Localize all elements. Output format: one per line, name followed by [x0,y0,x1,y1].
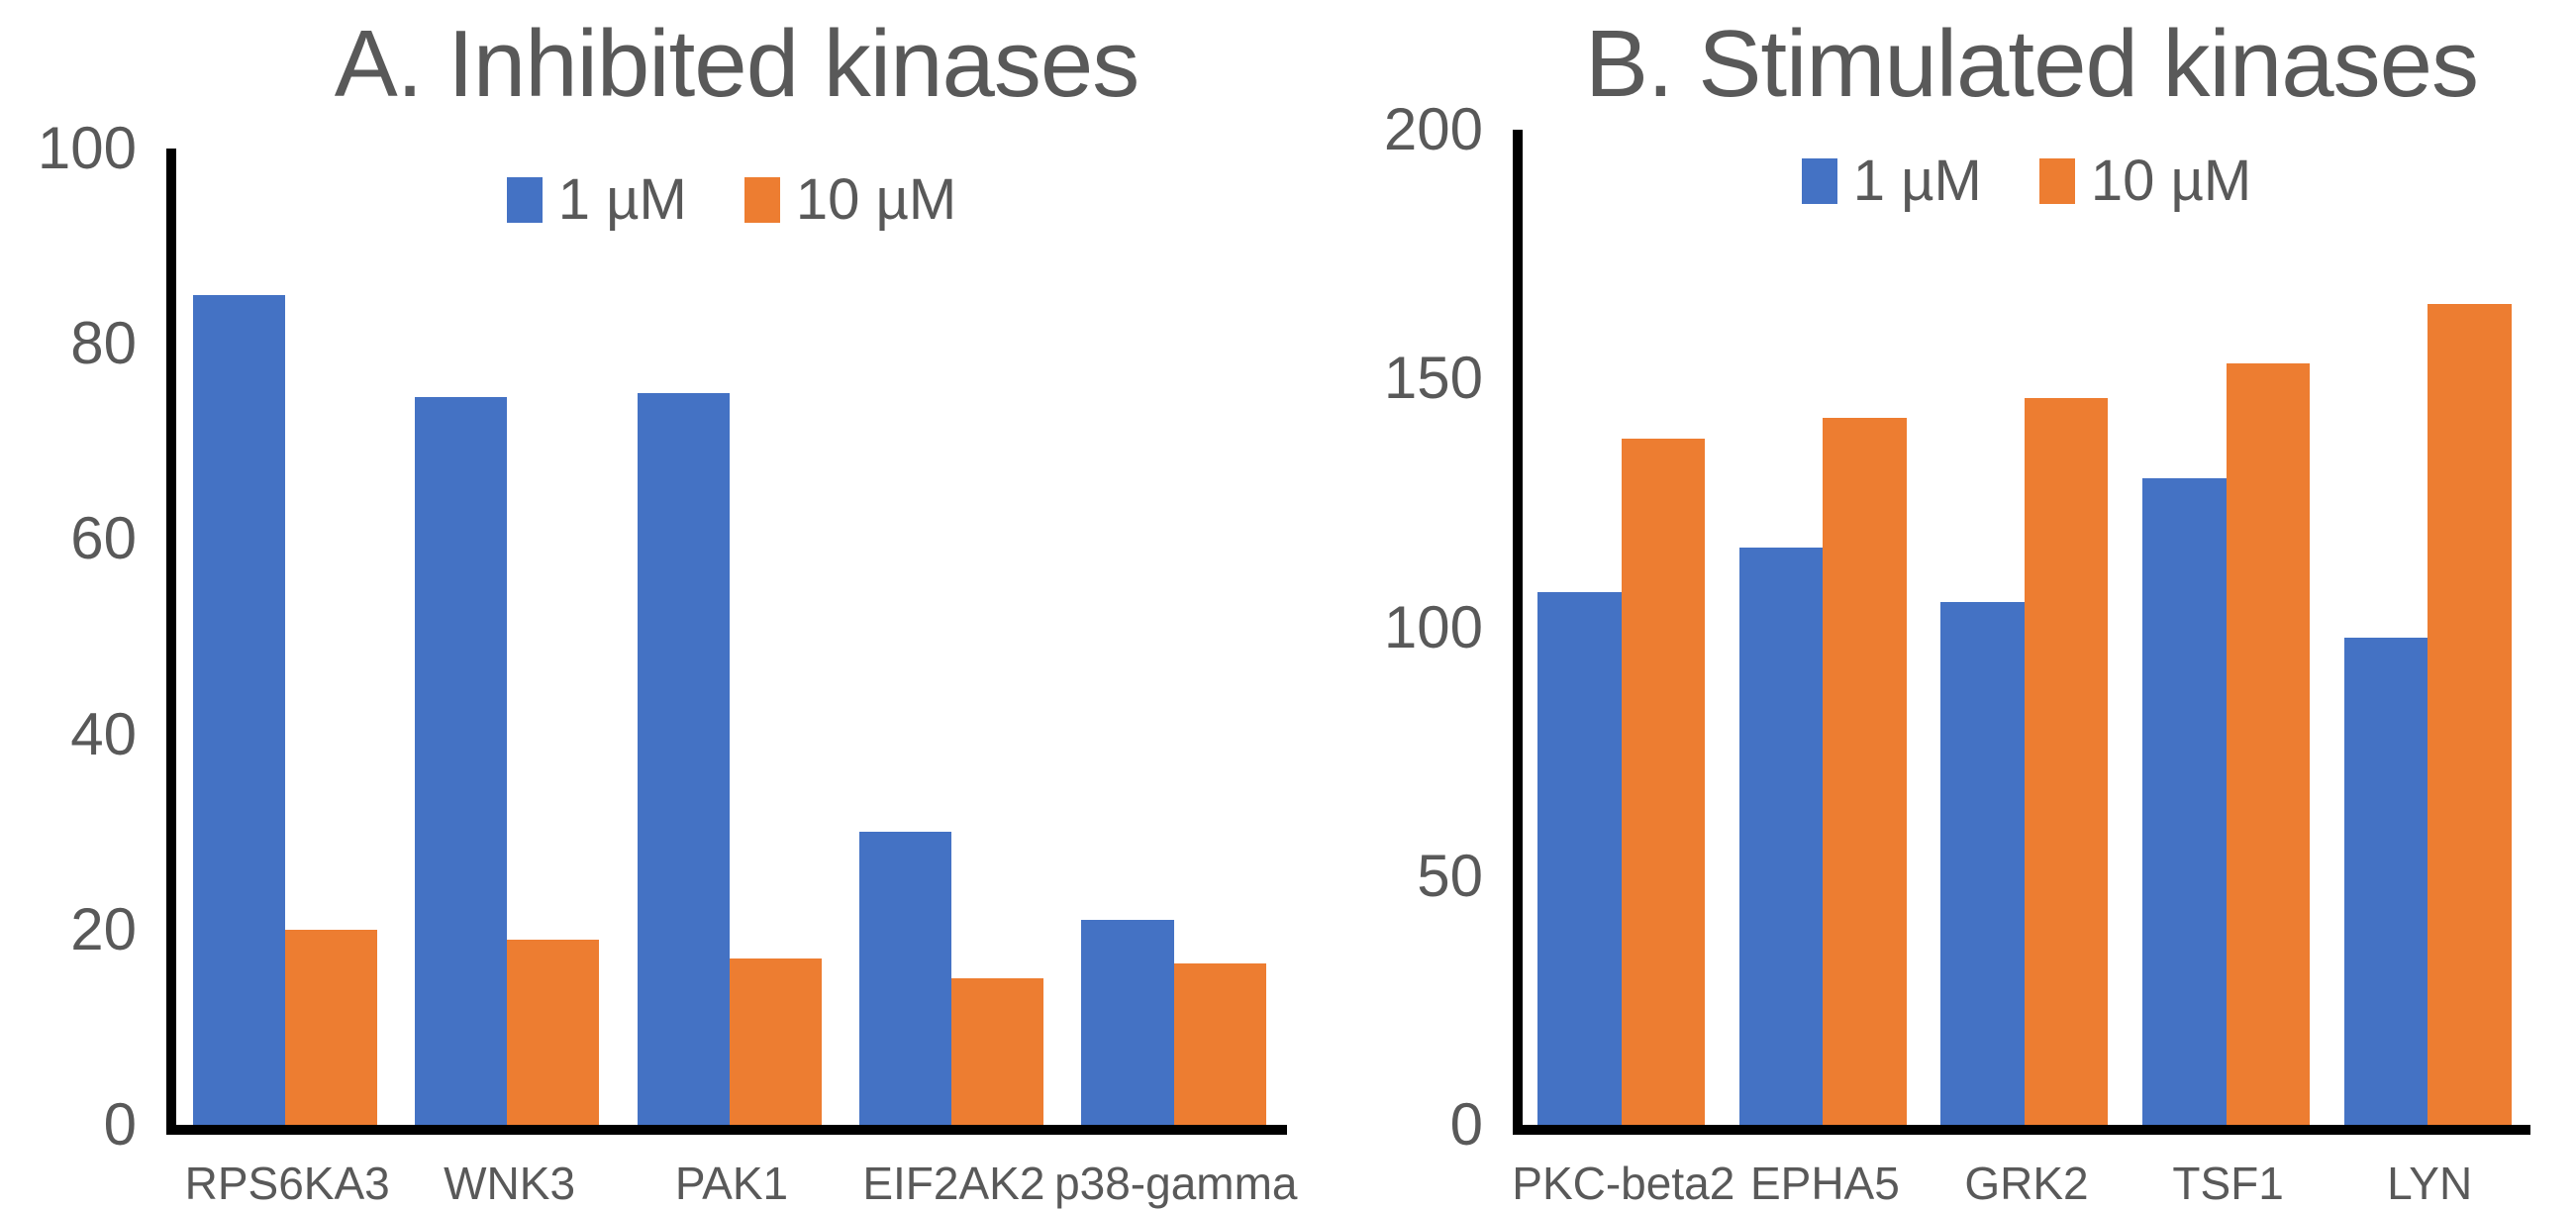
x-category-label: TSF1 [2172,1158,2284,1209]
bar-RPS6KA3-1uM [192,294,285,1125]
x-category-label: GRK2 [1964,1158,2089,1209]
bar-EPHA5-1uM [1738,548,1824,1125]
legend-label-1uM: 1 µM [557,167,687,232]
y-tick-label: 20 [70,895,137,962]
chart-panel-stimulated-kinases: B. Stimulated kinases 1 µM 10 µM 0 50 100 1… [1288,0,2576,1210]
bars-container [176,149,1287,1125]
bar-PKC-beta2-1uM [1537,592,1622,1125]
y-tick-label: 100 [1383,593,1483,660]
legend-swatch-10uM [743,176,780,223]
x-category-label: PKC-beta2 [1512,1158,1735,1209]
bar-LYN-10uM [2427,303,2512,1125]
bars-container [1523,130,2530,1125]
chart-title: B. Stimulated kinases [1584,11,2479,117]
legend-label-1uM: 1 µM [1852,149,1982,213]
legend-entry-10uM: 10 µM [2038,148,2252,214]
legend-label-10uM: 10 µM [795,167,957,232]
legend-swatch-1uM [506,176,543,223]
y-tick-label: 60 [70,505,137,572]
bar-group-TSF1 [2128,130,2329,1125]
x-category-label: PAK1 [674,1158,789,1209]
bar-group-PAK1 [621,149,842,1125]
y-tick-label: 0 [1449,1091,1483,1158]
bar-p38-gamma-10uM [1173,963,1266,1125]
x-category-label: WNK3 [444,1158,576,1209]
bar-WNK3-10uM [507,939,600,1125]
legend: 1 µM 10 µM [1523,148,2530,214]
y-tick-label: 100 [37,115,137,181]
x-category-label: EPHA5 [1749,1158,1900,1209]
bar-EPHA5-10uM [1823,418,1907,1125]
bar-PAK1-1uM [637,392,730,1125]
bar-group-EPHA5 [1725,130,1927,1125]
legend-entry-1uM: 1 µM [1801,148,1982,214]
legend: 1 µM 10 µM [176,166,1287,233]
x-category-label: LYN [2387,1158,2473,1209]
y-tick-label: 40 [70,700,137,767]
plot-area: 1 µM 10 µM [166,149,1287,1135]
bar-PAK1-10uM [729,958,822,1125]
bar-group-GRK2 [1926,130,2128,1125]
bar-GRK2-10uM [2024,398,2109,1125]
legend-label-10uM: 10 µM [2090,149,2252,213]
bar-GRK2-1uM [1940,602,2025,1125]
bar-RPS6KA3-10uM [284,929,378,1125]
bar-group-RPS6KA3 [176,149,398,1125]
bar-EIF2AK2-10uM [951,978,1044,1125]
plot-area: 1 µM 10 µM [1513,130,2530,1135]
legend-entry-10uM: 10 µM [743,166,957,233]
bar-p38-gamma-1uM [1081,919,1174,1125]
bar-group-PKC-beta2 [1523,130,1725,1125]
chart-title: A. Inhibited kinases [334,11,1140,117]
y-tick-label: 0 [103,1091,137,1158]
legend-swatch-1uM [1801,157,1837,204]
y-tick-label: 80 [70,310,137,377]
bar-group-EIF2AK2 [842,149,1064,1125]
bar-WNK3-1uM [415,397,508,1125]
bar-group-p38-gamma [1065,149,1287,1125]
bar-group-WNK3 [398,149,620,1125]
bar-EIF2AK2-1uM [859,832,952,1125]
bar-TSF1-10uM [2226,363,2311,1125]
bar-TSF1-1uM [2142,477,2227,1125]
x-category-label: RPS6KA3 [184,1158,390,1209]
y-tick-label: 50 [1417,842,1483,909]
bar-PKC-beta2-10uM [1621,438,1706,1125]
bar-group-LYN [2328,130,2530,1125]
y-tick-label: 150 [1383,345,1483,412]
y-tick-label: 200 [1383,96,1483,162]
legend-entry-1uM: 1 µM [506,166,687,233]
x-category-label: p38-gamma [1054,1158,1298,1209]
chart-panel-inhibited-kinases: A. Inhibited kinases 1 µM 10 µM 0 20 40 60 8… [37,11,1298,1209]
bar-LYN-1uM [2343,637,2428,1125]
x-category-label: EIF2AK2 [862,1158,1045,1209]
legend-swatch-10uM [2038,157,2075,204]
